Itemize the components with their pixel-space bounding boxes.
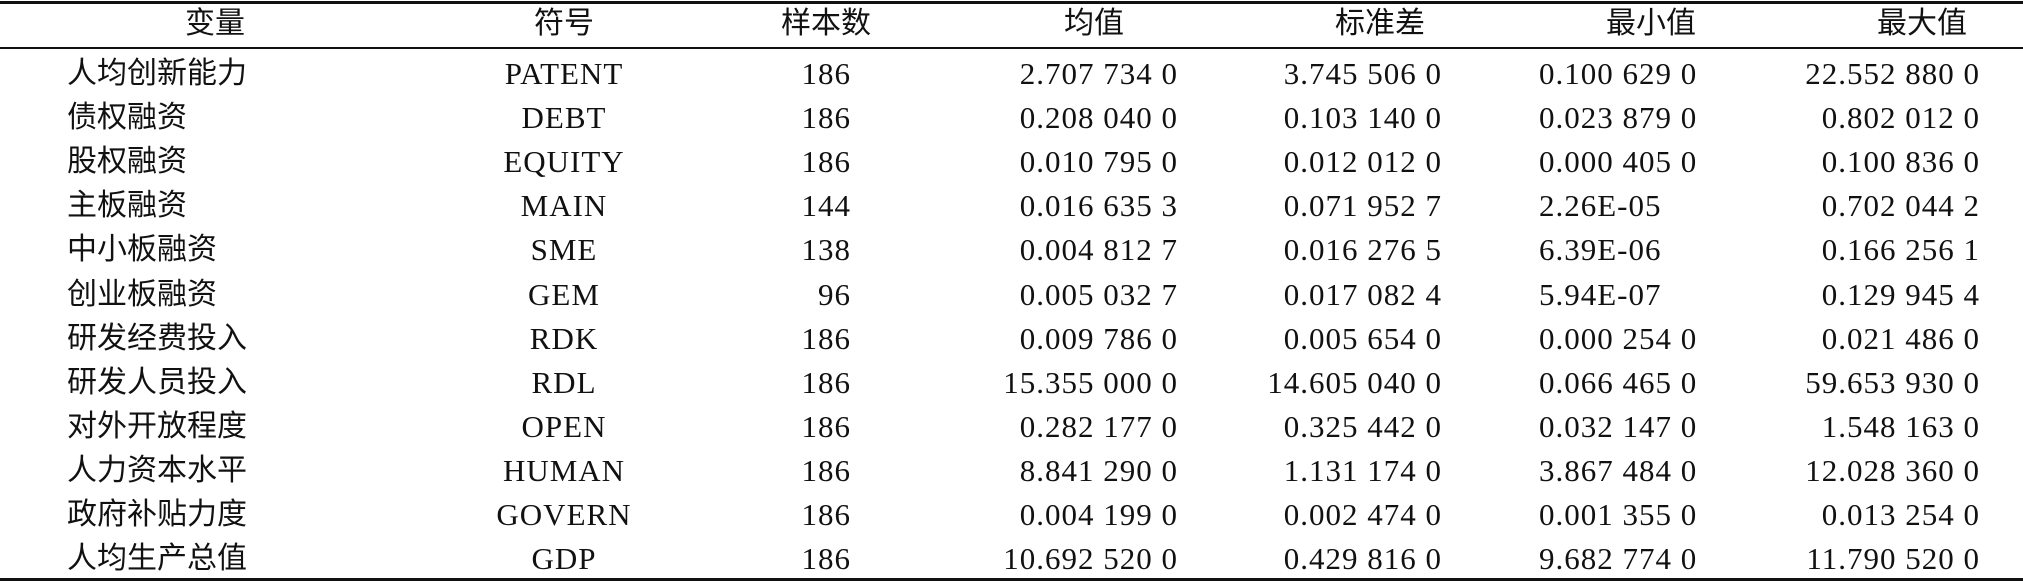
column-header: 样本数 <box>781 6 871 41</box>
symbol: SME <box>530 232 598 268</box>
cell-value: 186 <box>801 408 851 444</box>
cell-value: 0.282 177 0 <box>1019 408 1178 444</box>
cell-value: 138 <box>801 232 851 268</box>
symbol: GOVERN <box>496 497 632 532</box>
cell-value: 0.016 635 3 <box>1019 188 1178 224</box>
variable-name: 对外开放程度 <box>67 408 247 444</box>
cell-value: 1.548 163 0 <box>1821 408 1980 444</box>
cell-value: 0.005 032 7 <box>1019 276 1178 312</box>
cell-value: 0.023 879 0 <box>1539 100 1698 136</box>
cell-value: 0.066 465 0 <box>1539 364 1698 400</box>
cell-value: 0.100 836 0 <box>1821 144 1980 180</box>
variable-name: 政府补贴力度 <box>67 497 247 532</box>
symbol: RDL <box>531 364 597 400</box>
cell-value: 0.002 474 0 <box>1283 497 1442 532</box>
variable-name: 人均生产总值 <box>67 541 247 577</box>
cell-value: 186 <box>801 541 851 577</box>
cell-value: 96 <box>818 276 851 312</box>
variable-name: 人均创新能力 <box>67 56 247 91</box>
cell-value: 0.702 044 2 <box>1821 188 1980 224</box>
symbol: GDP <box>531 541 597 577</box>
header-rule <box>0 47 2023 49</box>
symbol: PATENT <box>504 56 624 91</box>
cell-value: 144 <box>801 188 851 224</box>
cell-value: 0.000 405 0 <box>1539 144 1698 180</box>
cell-value: 0.016 276 5 <box>1283 232 1442 268</box>
cell-value: 14.605 040 0 <box>1267 364 1442 400</box>
cell-value: 0.802 012 0 <box>1821 100 1980 136</box>
bottom-rule <box>0 578 2023 581</box>
column-header: 符号 <box>534 6 594 41</box>
cell-value: 0.004 812 7 <box>1019 232 1178 268</box>
cell-value: 22.552 880 0 <box>1805 56 1980 91</box>
cell-value: 186 <box>801 144 851 180</box>
symbol: DEBT <box>521 100 607 136</box>
cell-value: 0.103 140 0 <box>1283 100 1442 136</box>
variable-name: 人力资本水平 <box>67 452 247 488</box>
variable-name: 研发人员投入 <box>67 364 247 400</box>
symbol: EQUITY <box>503 144 625 180</box>
cell-value: 0.012 012 0 <box>1283 144 1442 180</box>
cell-value: 5.94E-07 <box>1539 276 1662 312</box>
symbol: MAIN <box>520 188 608 224</box>
cell-value: 0.166 256 1 <box>1821 232 1980 268</box>
cell-value: 186 <box>801 452 851 488</box>
cell-value: 0.032 147 0 <box>1539 408 1698 444</box>
variable-name: 研发经费投入 <box>67 320 247 356</box>
column-header: 均值 <box>1064 6 1124 41</box>
cell-value: 59.653 930 0 <box>1805 364 1980 400</box>
cell-value: 0.009 786 0 <box>1019 320 1178 356</box>
cell-value: 10.692 520 0 <box>1003 541 1178 577</box>
cell-value: 186 <box>801 56 851 91</box>
cell-value: 0.010 795 0 <box>1019 144 1178 180</box>
cell-value: 8.841 290 0 <box>1019 452 1178 488</box>
cell-value: 0.100 629 0 <box>1539 56 1698 91</box>
cell-value: 3.745 506 0 <box>1283 56 1442 91</box>
cell-value: 11.790 520 0 <box>1806 541 1980 577</box>
column-header: 最大值 <box>1877 6 1967 41</box>
cell-value: 0.005 654 0 <box>1283 320 1442 356</box>
cell-value: 0.325 442 0 <box>1283 408 1442 444</box>
cell-value: 0.021 486 0 <box>1821 320 1980 356</box>
cell-value: 15.355 000 0 <box>1003 364 1178 400</box>
variable-name: 主板融资 <box>67 188 187 224</box>
top-rule <box>0 1 2023 4</box>
cell-value: 12.028 360 0 <box>1805 452 1980 488</box>
cell-value: 186 <box>801 497 851 532</box>
column-header: 标准差 <box>1335 6 1425 41</box>
cell-value: 0.071 952 7 <box>1283 188 1442 224</box>
variable-name: 创业板融资 <box>67 276 217 312</box>
cell-value: 0.017 082 4 <box>1283 276 1442 312</box>
variable-name: 股权融资 <box>67 144 187 180</box>
cell-value: 9.682 774 0 <box>1539 541 1698 577</box>
cell-value: 186 <box>801 320 851 356</box>
cell-value: 0.208 040 0 <box>1019 100 1178 136</box>
cell-value: 0.013 254 0 <box>1821 497 1980 532</box>
cell-value: 186 <box>801 100 851 136</box>
cell-value: 0.129 945 4 <box>1821 276 1980 312</box>
cell-value: 2.707 734 0 <box>1019 56 1178 91</box>
cell-value: 2.26E-05 <box>1539 188 1662 224</box>
cell-value: 0.429 816 0 <box>1283 541 1442 577</box>
cell-value: 0.001 355 0 <box>1539 497 1698 532</box>
symbol: RDK <box>529 320 599 356</box>
cell-value: 6.39E-06 <box>1539 232 1662 268</box>
cell-value: 1.131 174 0 <box>1283 452 1442 488</box>
column-header: 变量 <box>185 6 245 41</box>
cell-value: 186 <box>801 364 851 400</box>
cell-value: 3.867 484 0 <box>1539 452 1698 488</box>
variable-name: 债权融资 <box>67 100 187 136</box>
symbol: OPEN <box>521 408 607 444</box>
cell-value: 0.000 254 0 <box>1539 320 1698 356</box>
variable-name: 中小板融资 <box>67 232 217 268</box>
cell-value: 0.004 199 0 <box>1019 497 1178 532</box>
symbol: GEM <box>528 276 600 312</box>
column-header: 最小值 <box>1606 6 1696 41</box>
symbol: HUMAN <box>502 452 626 488</box>
